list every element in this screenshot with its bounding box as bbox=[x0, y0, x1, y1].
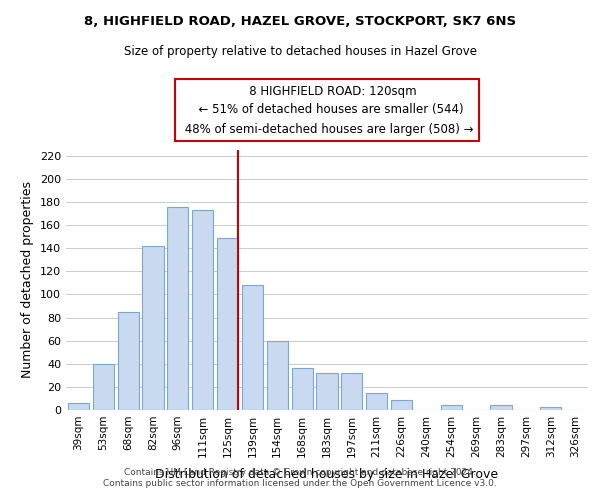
Bar bbox=[292, 368, 313, 410]
Bar bbox=[192, 210, 213, 410]
Bar bbox=[118, 312, 139, 410]
Text: 8, HIGHFIELD ROAD, HAZEL GROVE, STOCKPORT, SK7 6NS: 8, HIGHFIELD ROAD, HAZEL GROVE, STOCKPOR… bbox=[84, 15, 516, 28]
Bar bbox=[93, 364, 114, 410]
Bar bbox=[391, 400, 412, 410]
Bar bbox=[316, 373, 338, 410]
Bar bbox=[68, 403, 89, 410]
Bar bbox=[341, 373, 362, 410]
Bar bbox=[167, 206, 188, 410]
Text: Size of property relative to detached houses in Hazel Grove: Size of property relative to detached ho… bbox=[124, 45, 476, 58]
Bar bbox=[217, 238, 238, 410]
Text: 8 HIGHFIELD ROAD: 120sqm
  ← 51% of detached houses are smaller (544)
 48% of se: 8 HIGHFIELD ROAD: 120sqm ← 51% of detach… bbox=[181, 84, 473, 136]
Bar bbox=[242, 285, 263, 410]
Bar bbox=[540, 406, 561, 410]
Bar bbox=[142, 246, 164, 410]
Y-axis label: Number of detached properties: Number of detached properties bbox=[22, 182, 34, 378]
X-axis label: Distribution of detached houses by size in Hazel Grove: Distribution of detached houses by size … bbox=[155, 468, 499, 481]
Bar bbox=[490, 406, 512, 410]
Text: Contains HM Land Registry data © Crown copyright and database right 2024.
Contai: Contains HM Land Registry data © Crown c… bbox=[103, 468, 497, 487]
Bar bbox=[267, 340, 288, 410]
Bar bbox=[366, 392, 387, 410]
Bar bbox=[441, 406, 462, 410]
